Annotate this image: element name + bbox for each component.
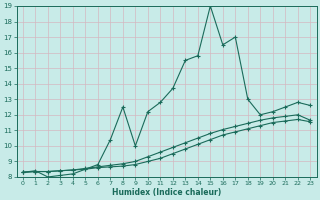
- X-axis label: Humidex (Indice chaleur): Humidex (Indice chaleur): [112, 188, 221, 197]
